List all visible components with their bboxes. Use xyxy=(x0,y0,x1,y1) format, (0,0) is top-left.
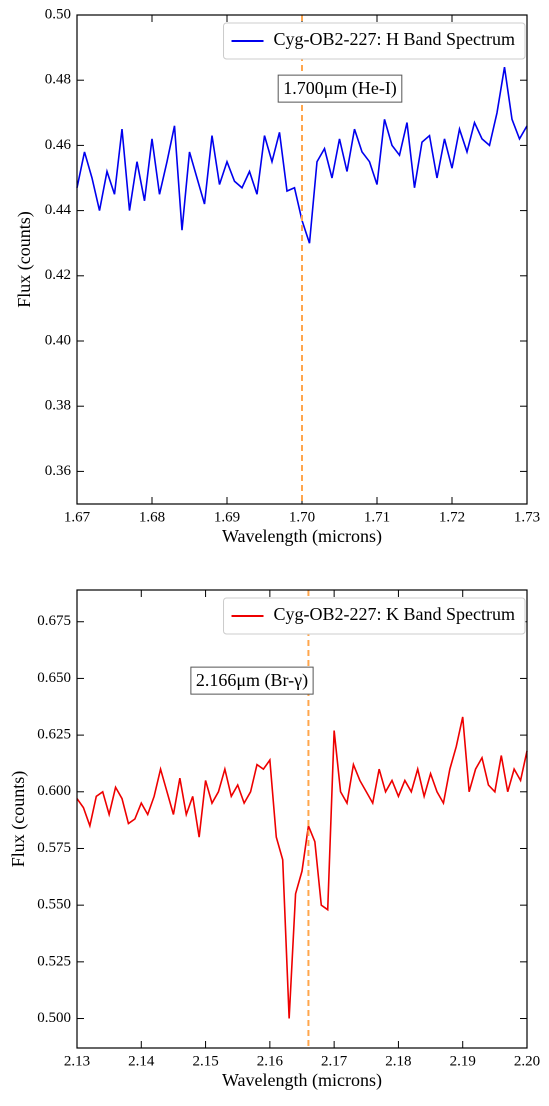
annotation-box xyxy=(190,666,314,695)
plot-frame xyxy=(76,589,528,1049)
spectrum-line xyxy=(76,716,528,1019)
y-tick-label: 0.44 xyxy=(45,202,72,218)
y-tick-label: 0.50 xyxy=(45,6,71,22)
x-tick-label: 1.73 xyxy=(514,509,540,525)
x-axis-label: Wavelength (microns) xyxy=(222,1070,382,1091)
y-tick-label: 0.46 xyxy=(45,137,72,153)
x-tick-label: 2.20 xyxy=(514,1053,540,1069)
annotation-box xyxy=(277,74,403,103)
y-tick-label: 0.650 xyxy=(37,670,71,686)
x-tick-label: 2.17 xyxy=(321,1053,348,1069)
x-tick-label: 2.15 xyxy=(192,1053,218,1069)
x-tick-label: 2.16 xyxy=(257,1053,284,1069)
x-tick-label: 2.14 xyxy=(128,1053,155,1069)
legend-box xyxy=(223,22,526,60)
legend-box xyxy=(223,597,526,635)
annotation: 2.166μm (Br-γ) xyxy=(196,670,308,691)
legend-label: Cyg-OB2-227: K Band Spectrum xyxy=(274,604,515,624)
y-tick-label: 0.625 xyxy=(37,727,71,743)
y-tick-label: 0.48 xyxy=(45,72,71,88)
y-axis-label: Flux (counts) xyxy=(8,771,29,868)
y-axis-label: Flux (counts) xyxy=(14,211,35,308)
plot-frame xyxy=(76,14,528,505)
x-axis-label: Wavelength (microns) xyxy=(222,526,382,547)
x-tick-label: 1.69 xyxy=(214,509,240,525)
y-tick-label: 0.550 xyxy=(37,897,71,913)
y-tick-label: 0.38 xyxy=(45,398,71,414)
x-tick-label: 2.19 xyxy=(450,1053,476,1069)
y-tick-label: 0.36 xyxy=(45,463,72,479)
x-tick-label: 1.68 xyxy=(139,509,165,525)
x-tick-label: 1.70 xyxy=(289,509,315,525)
x-tick-label: 1.72 xyxy=(439,509,465,525)
x-tick-label: 1.71 xyxy=(364,509,390,525)
y-tick-label: 0.40 xyxy=(45,332,71,348)
x-tick-label: 2.18 xyxy=(385,1053,411,1069)
y-tick-label: 0.575 xyxy=(37,840,71,856)
x-tick-label: 1.67 xyxy=(64,509,91,525)
annotation: 1.700μm (He-I) xyxy=(283,78,397,99)
x-tick-label: 2.13 xyxy=(64,1053,90,1069)
y-tick-label: 0.525 xyxy=(37,953,71,969)
y-tick-label: 0.500 xyxy=(37,1010,71,1026)
y-tick-label: 0.42 xyxy=(45,267,71,283)
y-tick-label: 0.600 xyxy=(37,783,71,799)
y-tick-label: 0.675 xyxy=(37,613,71,629)
legend-label: Cyg-OB2-227: H Band Spectrum xyxy=(274,29,515,49)
